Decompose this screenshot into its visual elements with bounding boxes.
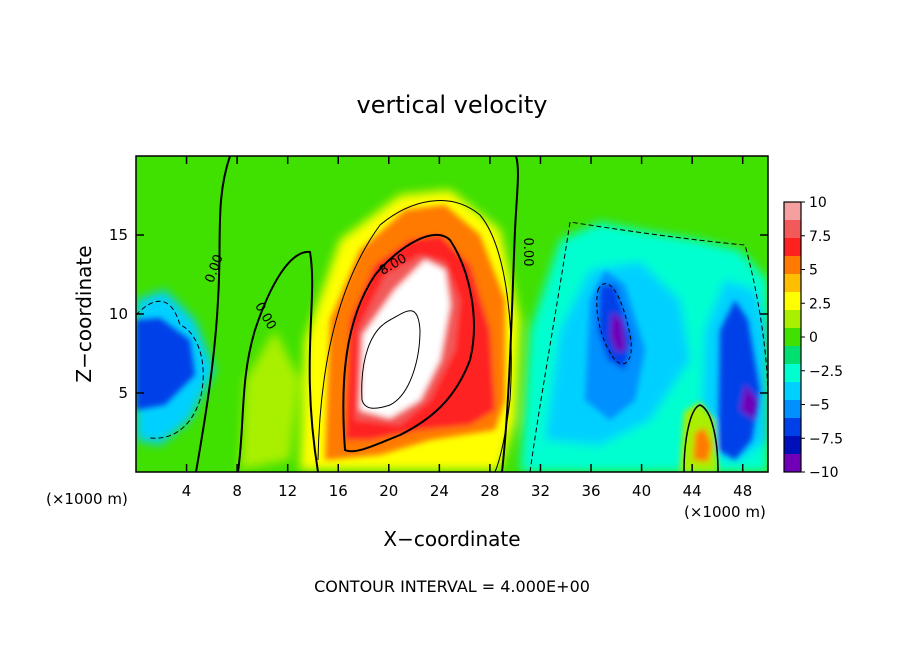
colorbar-segment [784,310,801,329]
colorbar-segment [784,202,801,221]
colorbar-label: −10 [809,465,839,481]
contour-neg-core [596,283,632,365]
colorbar-segment [784,454,801,473]
contour-outer-solid [317,200,512,472]
field-region-halo2 [240,330,300,470]
colorbar-segment [784,328,801,347]
colorbar-segment [784,238,801,257]
colorbar-segment [784,382,801,401]
colorbar-segment [784,292,801,311]
y-axis-label: Z−coordinate [72,245,96,382]
contour-zero-west [195,156,231,472]
y-axis: 5 10 15 [109,226,768,402]
colorbar-label: −5 [809,398,830,414]
contour-interval-footer: CONTOUR INTERVAL = 4.000E+00 [314,577,590,596]
colorbar-segment [784,418,801,437]
contour-neg-east [529,221,768,472]
field-region-south-core [693,428,712,462]
x-tick-label: 12 [278,482,297,500]
y-tick-label: 5 [118,384,128,402]
field-region-se-core [740,385,758,420]
contour-neg-west [136,300,204,439]
contour-label-east: 0.00 [520,238,535,267]
field-region-se-strong [718,300,760,460]
colorbar-label: −2.5 [809,364,843,380]
x-tick-label: 48 [733,482,752,500]
x-axis-label: X−coordinate [383,527,520,551]
x-tick-label: 28 [480,482,499,500]
field-region-updraft-core [360,260,450,418]
colorbar-segment [784,436,801,455]
colorbar-label: 2.5 [809,296,831,312]
colorbar-segment [784,346,801,365]
x-tick-label: 8 [232,482,242,500]
velocity-field [136,156,768,472]
x-unit-left: (×1000 m) [46,490,128,508]
x-tick-label: 36 [581,482,600,500]
x-tick-label: 24 [430,482,449,500]
colorbar-label: 5 [809,263,818,279]
colorbar-label: 10 [809,195,827,211]
contour-zero-east [501,156,519,472]
colorbar-segment [784,220,801,239]
colorbar: 10 7.5 5 2.5 0 −2.5 −5 −7.5 −10 [783,195,843,481]
colorbar-segment [784,400,801,419]
contour-south-updraft [683,404,719,472]
x-unit-right: (×1000 m) [684,503,766,521]
colorbar-label: −7.5 [809,431,843,447]
x-tick-label: 16 [329,482,348,500]
colorbar-segment [784,364,801,383]
x-tick-label: 4 [182,482,192,500]
colorbar-segment [784,274,801,293]
x-tick-label: 44 [683,482,702,500]
colorbar-label: 0 [809,330,818,346]
contour-zero-mid [237,250,319,472]
colorbar-segment [784,256,801,275]
x-tick-label: 40 [632,482,651,500]
y-tick-label: 15 [109,226,128,244]
chart-title: vertical velocity [357,91,548,119]
contour-eight [342,234,475,453]
contour-lines [136,156,768,472]
contour-twelve [361,310,421,409]
y-tick-label: 10 [109,305,128,323]
field-region-west-strong [136,318,195,410]
colorbar-label: 7.5 [809,229,831,245]
x-tick-label: 20 [379,482,398,500]
x-tick-label: 32 [531,482,550,500]
field-region-east-core2 [610,312,626,352]
x-axis: 4 8 12 16 20 24 28 32 36 40 44 48 [182,156,752,500]
